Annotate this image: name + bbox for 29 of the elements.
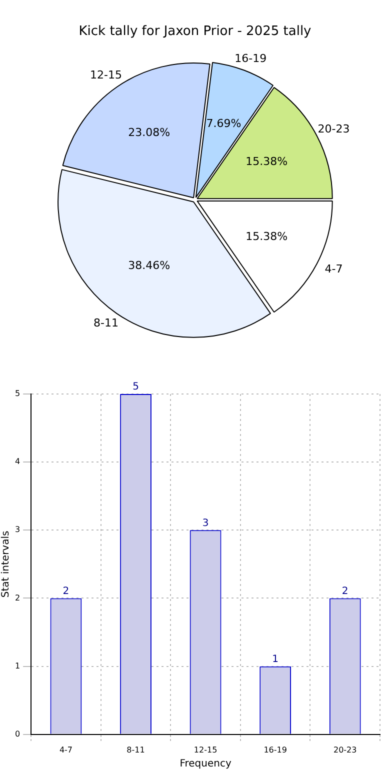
data-label: 1 bbox=[272, 654, 279, 665]
slice-label: 8-11 bbox=[94, 316, 118, 330]
data-label: 23.08% bbox=[128, 126, 170, 140]
y-tick-label: 1 bbox=[14, 661, 20, 670]
data-label: 3 bbox=[202, 518, 209, 529]
slice-label: 12-15 bbox=[90, 68, 122, 82]
x-tick-label: 8-11 bbox=[126, 745, 145, 754]
data-label: 15.38% bbox=[246, 230, 288, 244]
x-tick-label: 20-23 bbox=[333, 745, 357, 754]
x-tick-label: 12-15 bbox=[194, 745, 218, 754]
data-label: 7.69% bbox=[206, 117, 242, 130]
chart-title: Kick tally for Jaxon Prior - 2025 tally bbox=[78, 24, 312, 40]
x-tick-label: 4-7 bbox=[59, 745, 73, 754]
slice-label: 16-19 bbox=[234, 52, 267, 65]
data-label: 15.38% bbox=[246, 155, 288, 168]
data-label: 2 bbox=[62, 586, 70, 597]
data-label: 2 bbox=[342, 586, 348, 597]
y-tick-label: 5 bbox=[14, 389, 20, 398]
data-label: 38.46% bbox=[128, 259, 170, 272]
y-tick-label: 3 bbox=[14, 525, 20, 534]
slice-label: 4-7 bbox=[324, 262, 343, 276]
x-axis-title: Frequency bbox=[180, 758, 232, 770]
data-label: 5 bbox=[132, 382, 139, 393]
y-tick-label: 0 bbox=[14, 729, 20, 738]
slice-label: 20-23 bbox=[318, 122, 350, 136]
y-tick-label: 4 bbox=[14, 457, 20, 466]
x-tick-label: 16-19 bbox=[264, 745, 287, 754]
y-axis-title: Stat intervals bbox=[0, 530, 12, 598]
y-tick-label: 2 bbox=[14, 593, 20, 602]
